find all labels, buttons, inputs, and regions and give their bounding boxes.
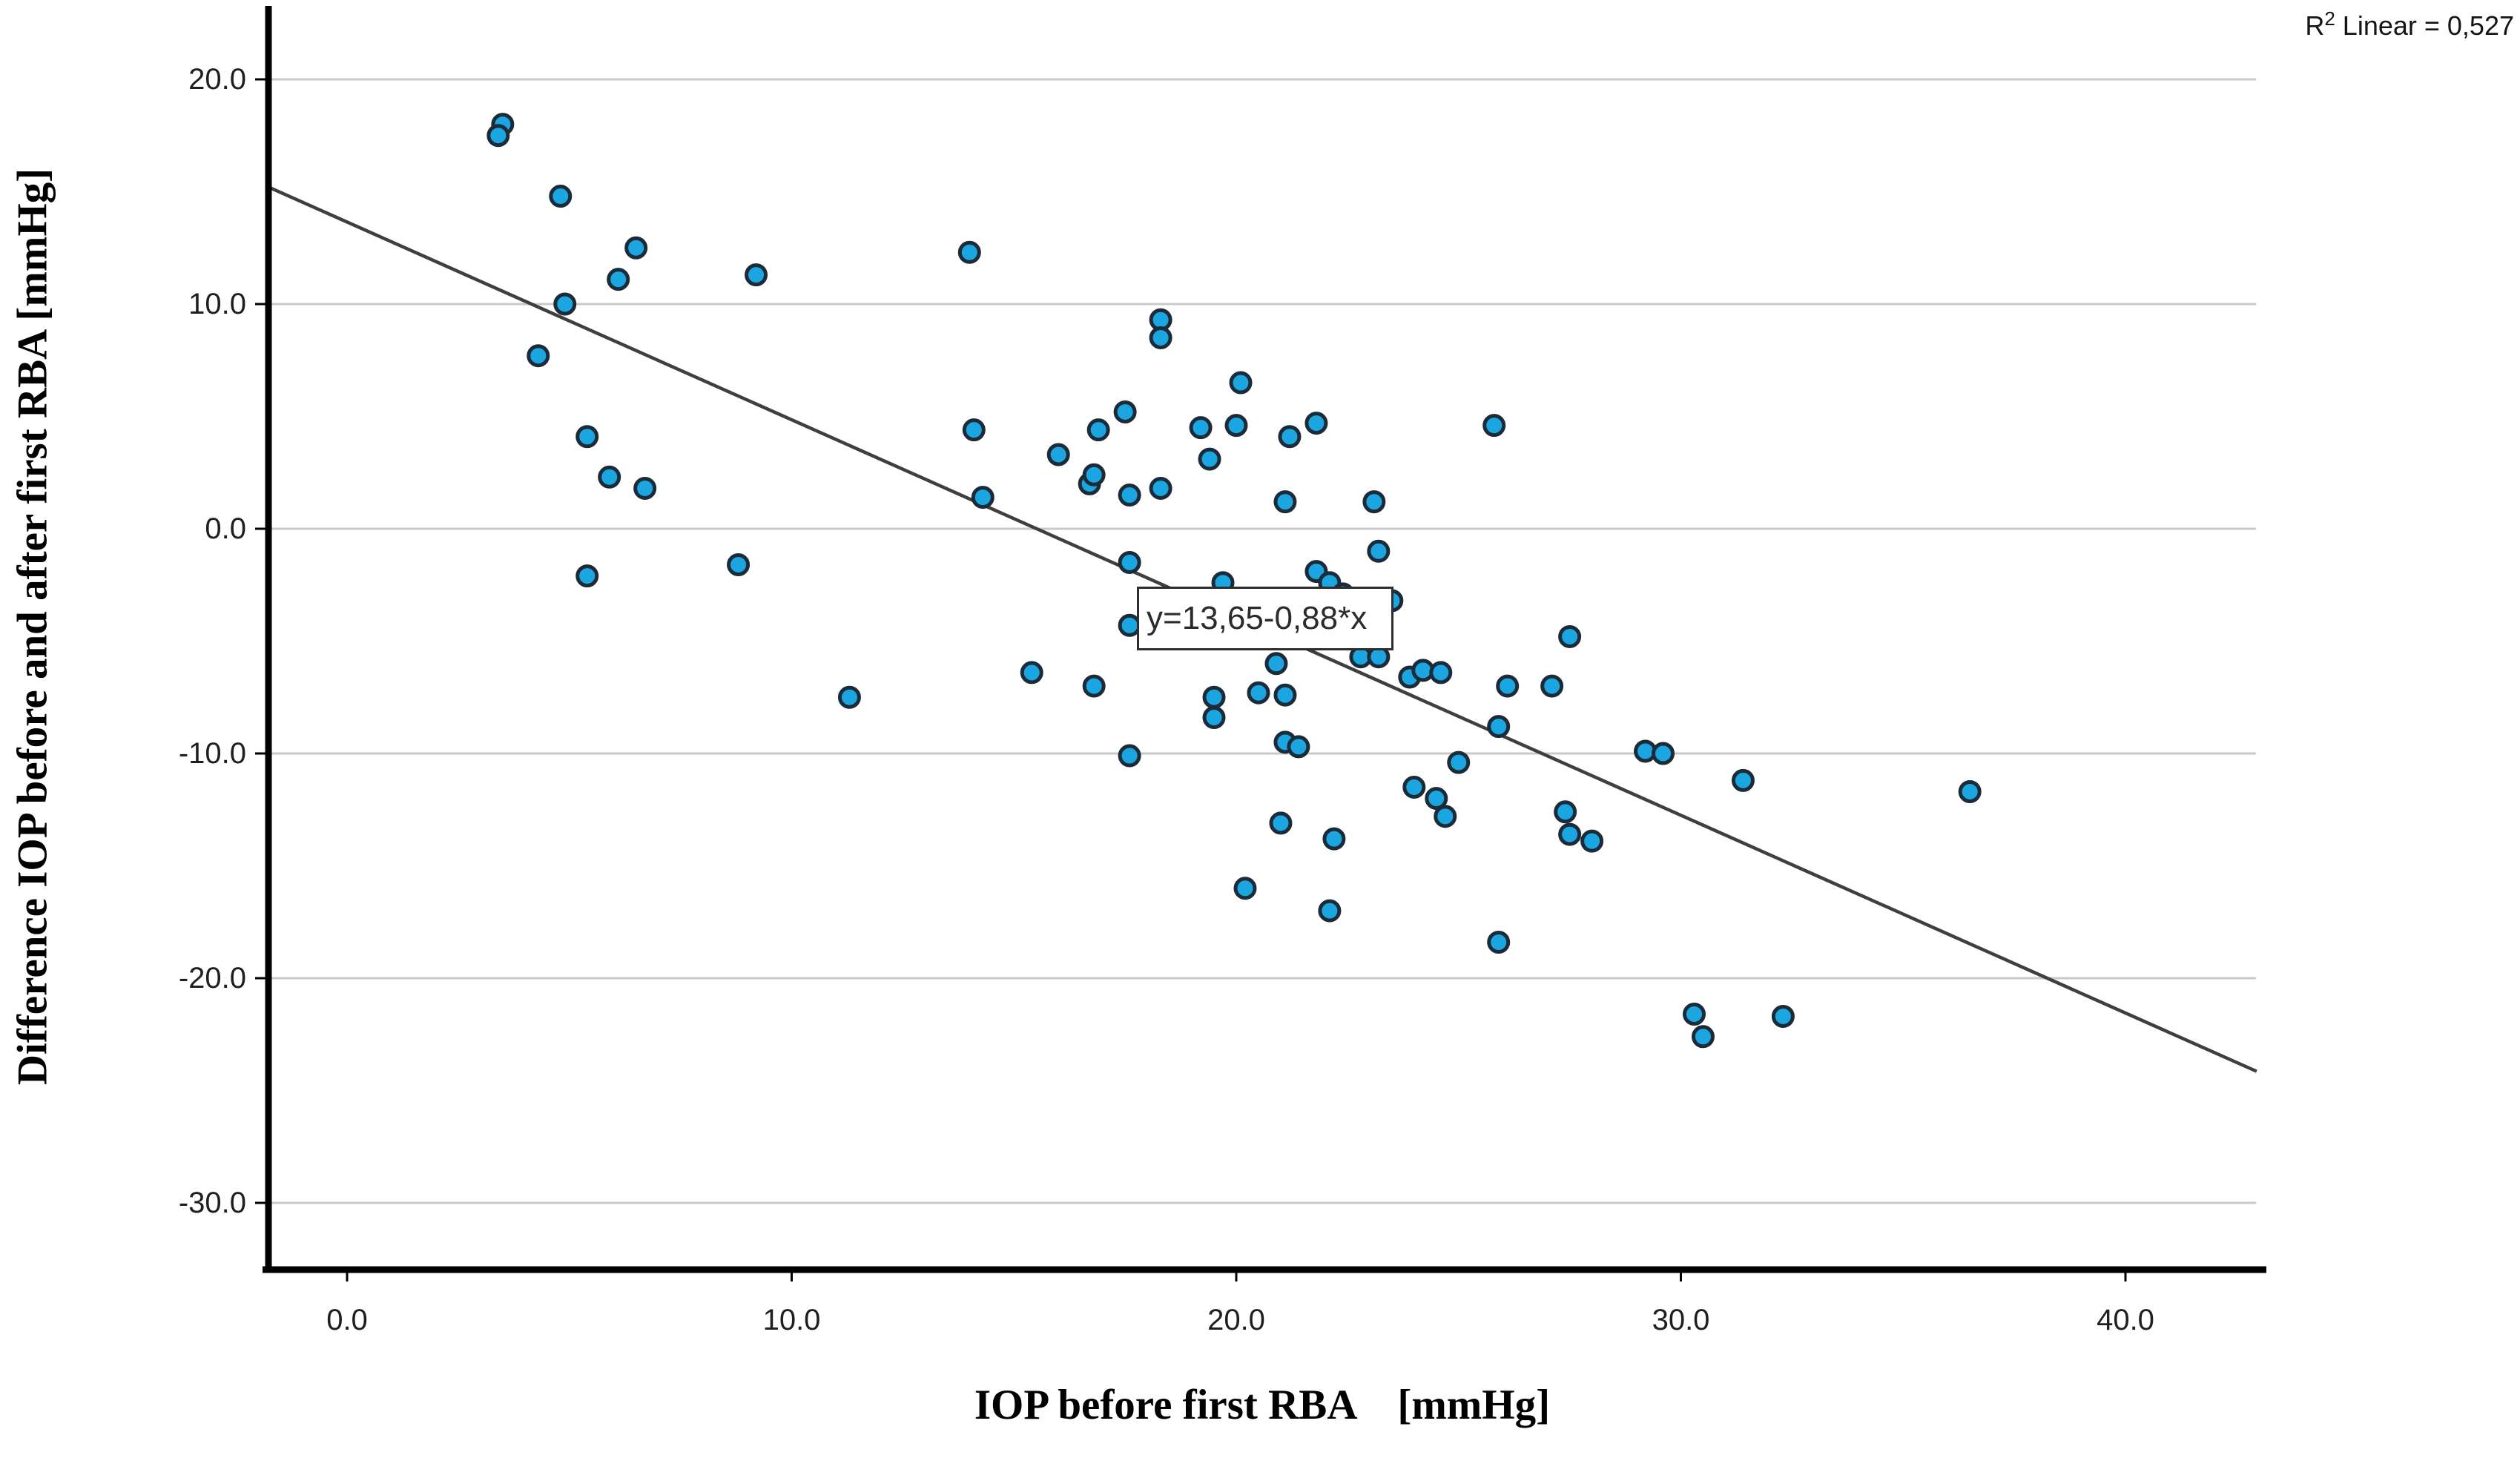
y-tick-label: 10.0: [188, 288, 246, 320]
data-point: [486, 124, 510, 148]
data-point: [1046, 443, 1070, 466]
data-point: [1682, 1002, 1706, 1026]
data-point: [1367, 539, 1391, 563]
data-point: [1229, 371, 1253, 395]
data-point: [1652, 742, 1675, 765]
data-point: [1558, 822, 1582, 846]
data-point: [1540, 674, 1564, 698]
data-point: [598, 465, 621, 489]
data-point: [1189, 416, 1213, 440]
data-point: [1278, 425, 1302, 449]
data-point: [1429, 661, 1453, 685]
data-point: [1118, 550, 1141, 574]
data-point: [1580, 829, 1604, 853]
data-point: [575, 564, 599, 588]
data-point: [1082, 463, 1106, 486]
data-point: [1233, 877, 1257, 900]
data-point: [1318, 899, 1342, 923]
r-squared-label: R2 Linear = 0,527: [2305, 7, 2514, 42]
data-point: [1487, 715, 1511, 739]
data-point: [1487, 931, 1511, 954]
data-point: [1264, 652, 1288, 676]
x-axis-title: IOP before first RBA [mmHg]: [974, 1382, 1551, 1428]
y-tick-label: -10.0: [178, 737, 246, 770]
x-tick-label: 0.0: [326, 1304, 368, 1336]
data-point: [1482, 414, 1506, 438]
data-point: [1322, 827, 1346, 851]
data-point: [1447, 751, 1471, 774]
data-point: [1771, 1005, 1795, 1029]
data-point: [1273, 490, 1297, 514]
data-point: [745, 263, 768, 287]
y-tick-label: -30.0: [178, 1187, 246, 1219]
data-point: [1118, 484, 1141, 507]
data-point: [1304, 412, 1328, 435]
data-point: [1425, 787, 1448, 811]
data-point: [1149, 326, 1172, 349]
data-point: [1198, 447, 1221, 471]
data-point: [633, 476, 657, 500]
data-point: [1691, 1025, 1715, 1049]
data-point: [962, 418, 986, 442]
y-tick-label: 0.0: [205, 512, 246, 545]
r-squared-value: Linear = 0,527: [2335, 10, 2514, 41]
data-point: [575, 425, 599, 449]
data-point: [957, 240, 981, 264]
data-point: [1086, 418, 1110, 442]
data-point: [1149, 476, 1172, 500]
regression-equation-label: y=13,65-0,88*x: [1137, 587, 1393, 650]
data-point: [624, 236, 648, 260]
data-point: [1020, 661, 1043, 685]
data-point: [1082, 674, 1106, 698]
data-point: [1958, 780, 1982, 804]
data-point: [527, 344, 550, 368]
x-tick-label: 40.0: [2097, 1304, 2154, 1336]
r-squared-prefix: R: [2305, 10, 2325, 41]
data-point: [1202, 685, 1226, 709]
data-point: [837, 685, 861, 709]
x-tick-label: 10.0: [762, 1304, 821, 1336]
data-point: [1554, 800, 1577, 824]
data-point: [1118, 744, 1141, 768]
x-tick-label: 30.0: [1652, 1304, 1710, 1336]
r-squared-superscript: 2: [2324, 7, 2335, 30]
data-point: [549, 185, 573, 208]
y-axis-title: Difference IOP before and after first RB…: [9, 168, 56, 1086]
data-point: [1558, 624, 1582, 648]
data-point: [553, 292, 577, 316]
data-point: [1273, 683, 1297, 707]
data-point: [1269, 811, 1293, 835]
data-point: [1434, 805, 1457, 828]
data-point: [971, 486, 995, 509]
data-point: [727, 552, 751, 576]
data-point: [1113, 400, 1137, 423]
data-point: [1496, 674, 1520, 698]
data-point: [1731, 768, 1755, 792]
data-point: [607, 268, 630, 291]
y-tick-label: 20.0: [188, 63, 246, 96]
data-point: [1247, 681, 1270, 705]
x-tick-label: 20.0: [1207, 1304, 1265, 1336]
data-point: [1362, 490, 1386, 514]
data-point: [1224, 414, 1248, 438]
data-point: [1287, 735, 1310, 759]
data-point: [1402, 775, 1426, 799]
y-tick-label: -20.0: [178, 962, 246, 994]
data-point: [1202, 706, 1226, 730]
